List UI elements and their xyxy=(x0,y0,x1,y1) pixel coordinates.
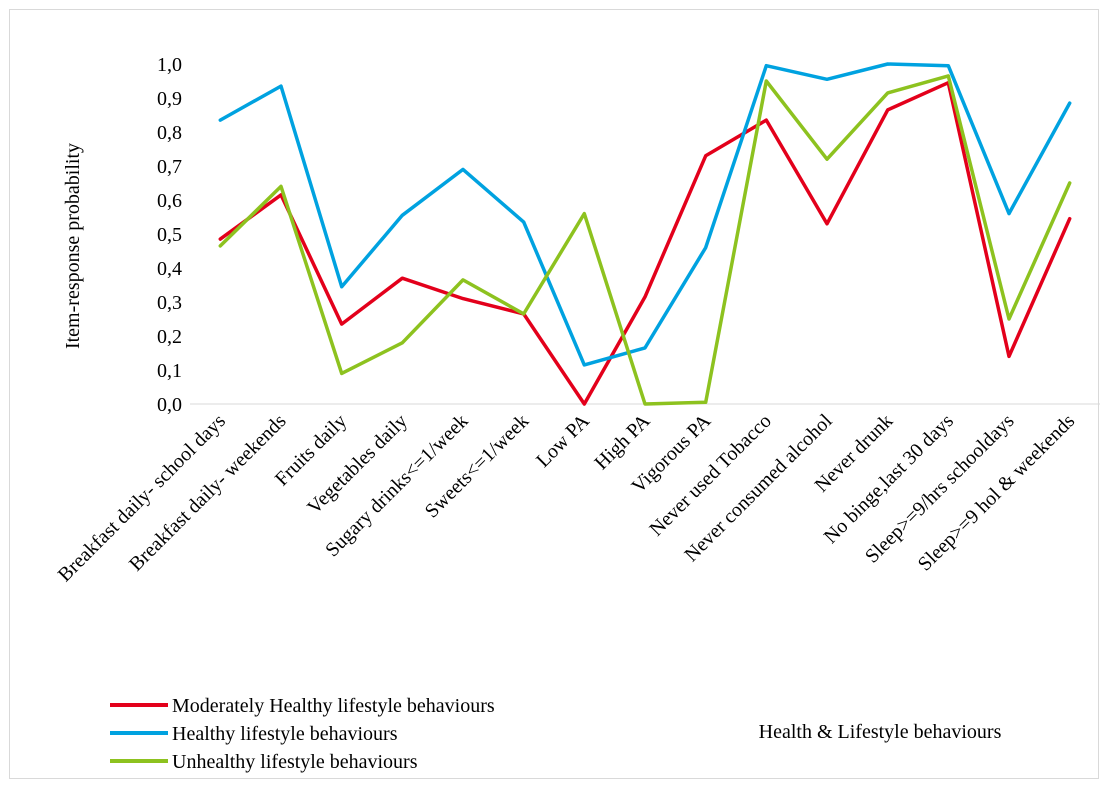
chart-frame: Breakfast daily- school days Breakfast da… xyxy=(9,9,1100,779)
y-tick-label: 0,8 xyxy=(157,122,182,144)
y-tick-label: 0,7 xyxy=(157,156,182,178)
x-tick-label: Sweets<=1/week xyxy=(421,410,533,522)
legend-label: Unhealthy lifestyle behaviours xyxy=(172,751,418,773)
y-tick-label: 1,0 xyxy=(157,54,182,76)
y-tick-label: 0,5 xyxy=(157,224,182,246)
series-line-1 xyxy=(218,80,1072,406)
y-axis-label: Item-response probability xyxy=(62,143,84,349)
y-tick-label: 0,6 xyxy=(157,190,182,212)
series-lines xyxy=(218,62,1072,406)
x-tick-label: Low PA xyxy=(532,410,594,472)
y-tick-label: 0,4 xyxy=(157,258,182,280)
y-tick-labels: 0,0 0,1 0,2 0,3 0,4 0,5 0,6 0,7 0,8 0,9 1,0 xyxy=(157,54,182,416)
x-axis-label: Health & Lifestyle behaviours xyxy=(759,721,1002,743)
legend-label: Moderately Healthy lifestyle behaviours xyxy=(172,695,495,717)
y-tick-label: 0,1 xyxy=(157,360,182,382)
series-line-3 xyxy=(218,74,1072,406)
legend: Moderately Healthy lifestyle behaviours H… xyxy=(110,695,495,773)
y-tick-label: 0,9 xyxy=(157,88,182,110)
legend-label: Healthy lifestyle behaviours xyxy=(172,723,398,745)
series-line-2 xyxy=(218,62,1072,367)
y-tick-label: 0,0 xyxy=(157,394,182,416)
y-tick-label: 0,2 xyxy=(157,326,182,348)
y-tick-label: 0,3 xyxy=(157,292,182,314)
